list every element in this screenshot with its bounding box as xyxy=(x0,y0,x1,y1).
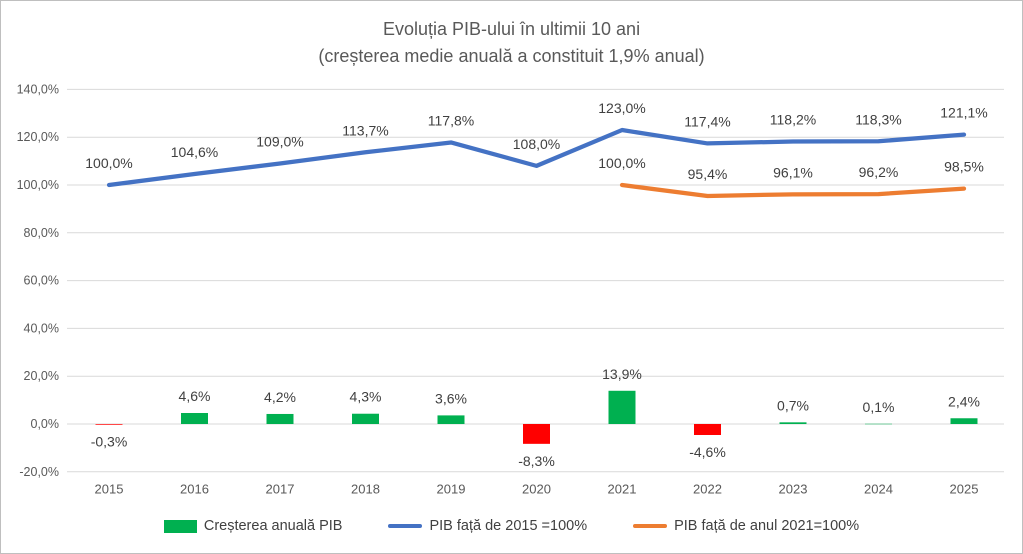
bar-2016[interactable] xyxy=(181,413,208,424)
bar-2015[interactable] xyxy=(95,424,123,425)
x-axis-year-label: 2018 xyxy=(351,482,380,497)
bar-data-label: 3,6% xyxy=(435,390,467,406)
x-axis-year-label: 2015 xyxy=(95,482,124,497)
y-axis-tick-label: -20,0% xyxy=(19,465,59,479)
bar-data-label: 4,3% xyxy=(350,389,382,405)
line-data-label: 118,3% xyxy=(855,111,901,127)
x-axis-year-label: 2016 xyxy=(180,482,209,497)
line-data-label: 117,4% xyxy=(684,113,730,129)
line-data-label: 100,0% xyxy=(598,155,645,171)
bar-2019[interactable] xyxy=(437,415,465,424)
y-axis-tick-label: 40,0% xyxy=(24,321,59,335)
bar-2020[interactable] xyxy=(523,424,550,444)
bar-data-label: 4,2% xyxy=(264,389,296,405)
y-axis-tick-label: 100,0% xyxy=(17,178,59,192)
y-axis-tick-label: 140,0% xyxy=(17,82,59,96)
y-axis-tick-label: 80,0% xyxy=(24,226,59,240)
x-axis-year-label: 2020 xyxy=(522,482,551,497)
bar-2022[interactable] xyxy=(694,424,721,435)
line-data-label: 98,5% xyxy=(944,159,984,175)
line-data-label: 113,7% xyxy=(342,122,388,138)
x-axis-year-label: 2023 xyxy=(779,482,808,497)
legend-label-pib-vs-2015: PIB față de 2015 =100% xyxy=(429,518,588,534)
legend-item-pib-vs-2021[interactable]: PIB față de anul 2021=100% xyxy=(633,518,859,534)
x-axis-year-label: 2017 xyxy=(266,482,295,497)
bar-data-label: 13,9% xyxy=(602,366,642,382)
x-axis-year-label: 2022 xyxy=(693,482,722,497)
line-data-label: 109,0% xyxy=(256,133,303,149)
y-axis-tick-label: 60,0% xyxy=(24,274,59,288)
line-data-label: 96,1% xyxy=(773,164,813,180)
line-series-0[interactable] xyxy=(106,127,967,188)
line-data-label: 121,1% xyxy=(940,105,987,121)
chart-title-block: Evoluția PIB-ului în ultimii 10 ani (cre… xyxy=(1,16,1022,70)
line-data-label: 104,6% xyxy=(171,144,218,160)
bar-data-label: -0,3% xyxy=(91,434,128,450)
line-data-label: 118,2% xyxy=(770,112,816,128)
line-data-label: 123,0% xyxy=(598,100,645,116)
chart-subtitle: (creșterea medie anuală a constituit 1,9… xyxy=(318,46,705,66)
line-data-label: 95,4% xyxy=(688,166,728,182)
bar-data-label: -4,6% xyxy=(689,444,726,460)
bar-2023[interactable] xyxy=(779,422,807,424)
x-axis-year-label: 2019 xyxy=(437,482,466,497)
bar-data-label: 0,7% xyxy=(777,397,809,413)
legend-label-pib-vs-2021: PIB față de anul 2021=100% xyxy=(674,518,860,534)
bar-data-label: 2,4% xyxy=(948,393,980,409)
line-data-label: 108,0% xyxy=(513,136,560,152)
y-axis-tick-label: 0,0% xyxy=(31,417,60,431)
legend-label-annual-growth: Creșterea anuală PIB xyxy=(203,518,343,534)
legend-item-annual-growth[interactable]: Creșterea anuală PIB xyxy=(163,518,343,534)
line-data-label: 117,8% xyxy=(428,112,474,128)
bar-2017[interactable] xyxy=(266,413,294,424)
legend-marker-blue-line-icon xyxy=(388,523,423,529)
bar-2021[interactable] xyxy=(608,390,636,424)
y-axis-tick-label: 20,0% xyxy=(24,369,59,383)
line-data-label: 96,2% xyxy=(859,164,899,180)
x-axis-year-label: 2025 xyxy=(950,482,979,497)
legend-marker-orange-line-icon xyxy=(633,523,668,529)
x-axis-year-label: 2021 xyxy=(608,482,637,497)
bar-2018[interactable] xyxy=(352,413,379,424)
legend-item-pib-vs-2015[interactable]: PIB față de 2015 =100% xyxy=(388,518,587,534)
chart-legend: Creșterea anuală PIB PIB față de 2015 =1… xyxy=(1,512,1022,540)
y-axis-tick-label: 120,0% xyxy=(17,130,59,144)
bar-2024[interactable] xyxy=(865,423,892,425)
line-series-1[interactable] xyxy=(619,182,967,199)
bar-2025[interactable] xyxy=(950,418,978,424)
line-data-label: 100,0% xyxy=(85,155,132,171)
chart-title: Evoluția PIB-ului în ultimii 10 ani xyxy=(382,19,641,39)
bar-data-label: -8,3% xyxy=(518,453,555,469)
bar-data-label: 4,6% xyxy=(179,388,211,404)
x-axis-year-label: 2024 xyxy=(864,482,893,497)
legend-marker-bar-icon xyxy=(163,519,197,533)
bar-data-label: 0,1% xyxy=(863,399,895,415)
